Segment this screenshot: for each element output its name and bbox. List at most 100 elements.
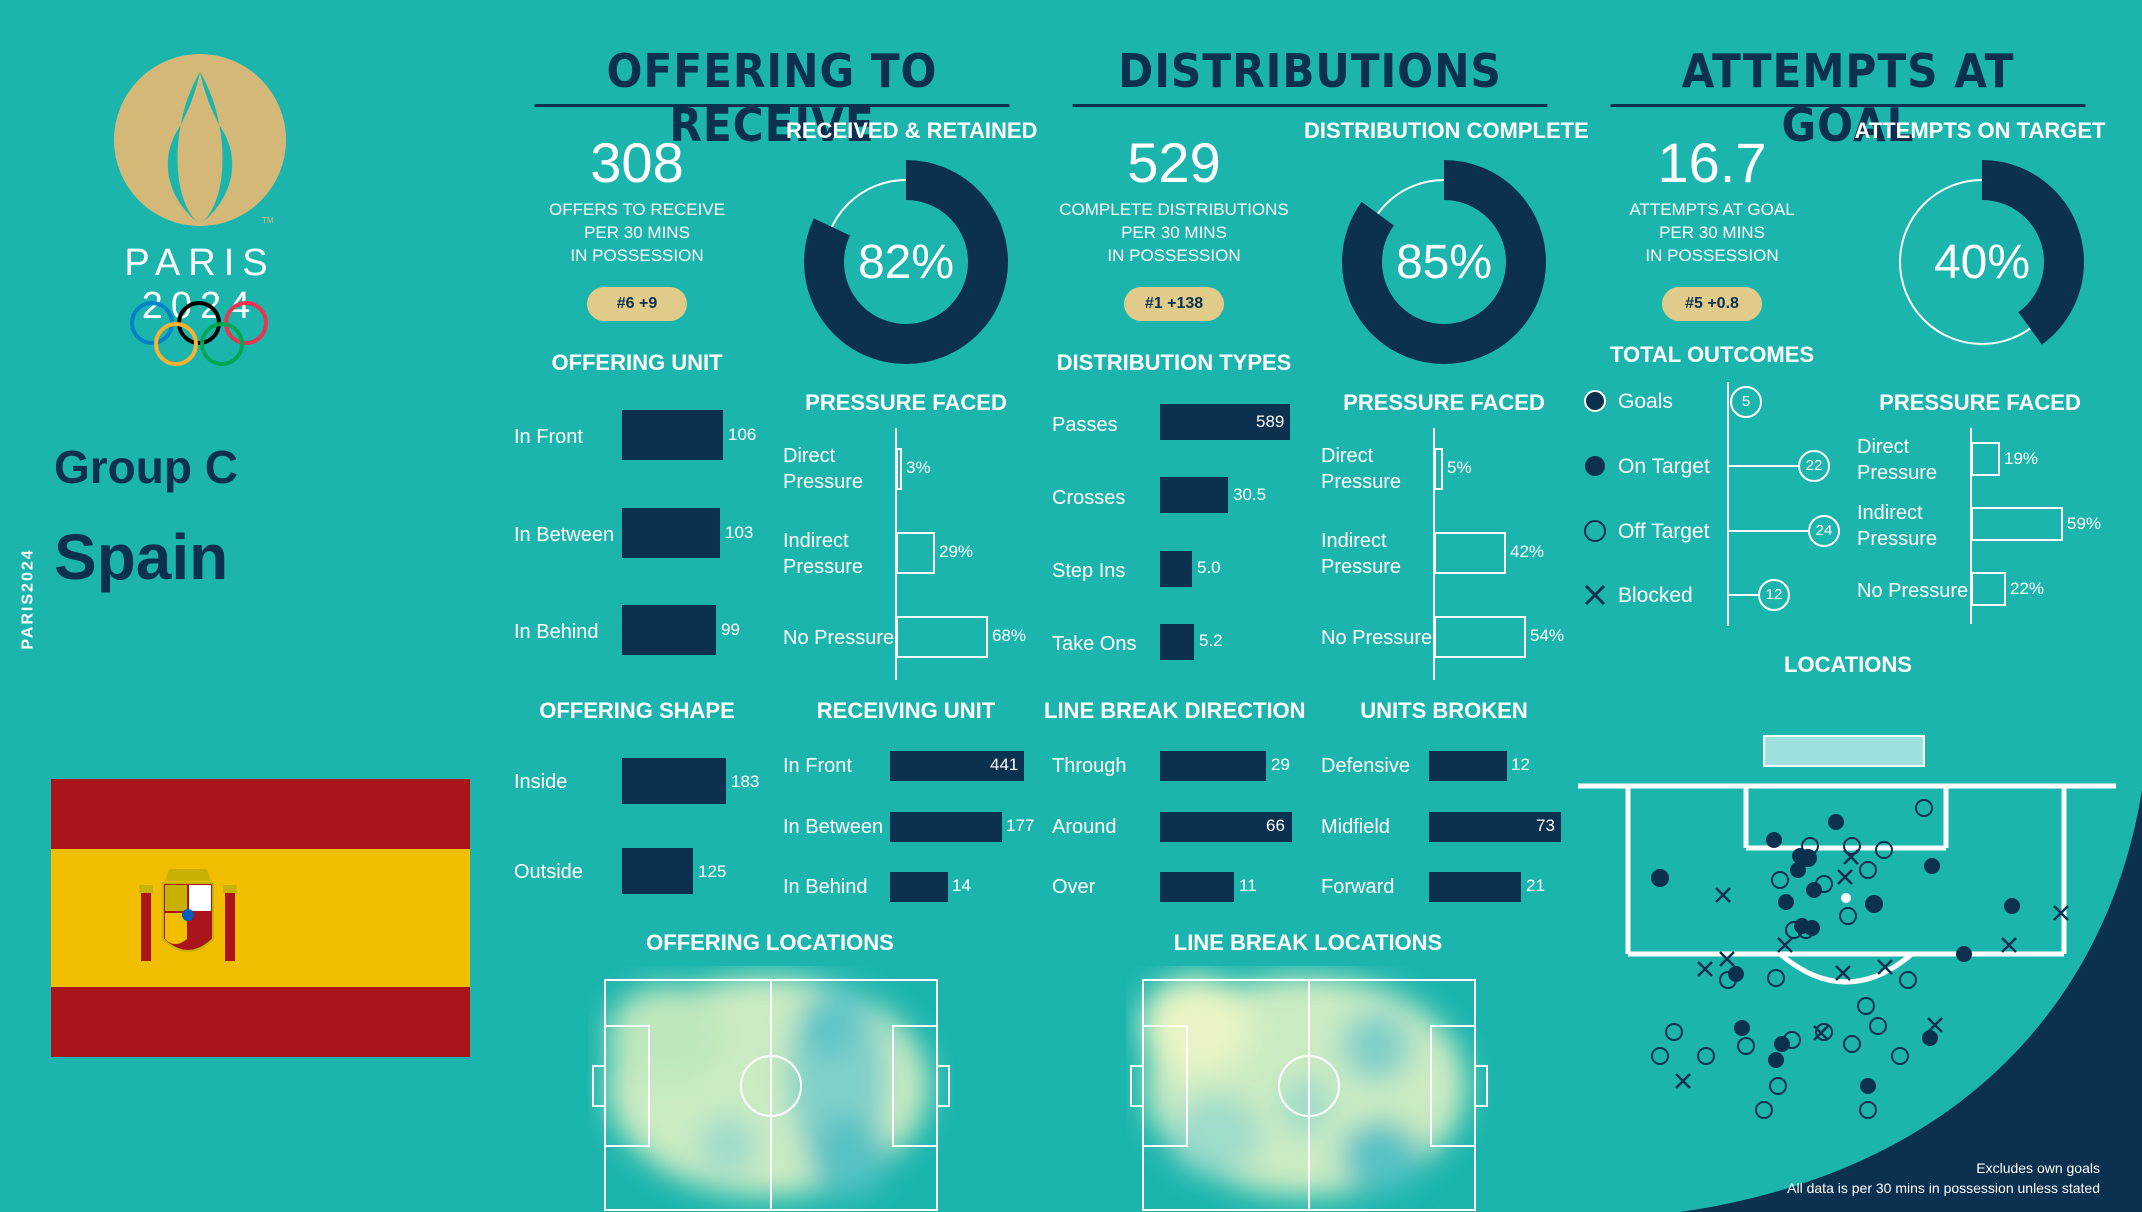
offering-title: OFFERING TO RECEIVE [534,44,1010,152]
attempts-stat-caption: ATTEMPTS AT GOAL PER 30 MINS IN POSSESSION [1629,200,1795,265]
units-broken-value: 73 [1536,816,1555,835]
offering-donut [804,160,1008,364]
receiving-unit-bar [890,812,1002,842]
offering-stat-value: 308 [590,131,684,194]
attempt-locations-title: LOCATIONS [1784,652,1912,677]
footnote-line: All data is per 30 mins in possession un… [1787,1180,2100,1196]
offering-donut-title: RECEIVED & RETAINED [786,118,1038,143]
offering-pressure-value: 3% [906,458,931,477]
offering-shape-value: 125 [698,862,727,881]
dist-type-value: 5.2 [1199,631,1223,650]
offering-pressure-bar [896,616,988,658]
units-broken-label: Forward [1321,876,1395,898]
footnote-line: Excludes own goals [1976,1160,2100,1176]
offering-shape-label: Outside [514,861,583,883]
goal-marker-icon [1584,390,1606,412]
dist-type-bar [1160,477,1228,513]
receiving-unit-value: 177 [1006,816,1035,835]
dist-type-label: Crosses [1052,487,1126,509]
total-outcomes-title: TOTAL OUTCOMES [1609,342,1815,367]
dist-type-value: 5.0 [1197,558,1221,577]
units-broken-title: UNITS BROKEN [1360,698,1528,723]
dist-type-bar [1160,404,1290,440]
olympic-rings-icon [130,301,268,366]
outcome-bubble: 5 [1730,386,1762,418]
offering-donut-arc [804,160,1008,364]
offering-pressure-bar [896,532,935,574]
dist-donut-arc [1342,160,1546,364]
dist-stat-caption: COMPLETE DISTRIBUTIONS PER 30 MINS IN POSS… [1059,200,1289,265]
vertical-brand: PARIS2024 [19,548,37,650]
receiving-unit-label: In Behind [783,876,868,898]
units-broken-label: Defensive [1321,755,1410,777]
attempts-pressure-bar [1971,442,2000,476]
direction-label: Around [1052,816,1117,838]
offering-donut-label: 82% [857,236,955,289]
direction-bar [1160,751,1266,781]
dist-pressure-bar [1434,616,1526,658]
attempts-donut-title: ATTEMPTS ON TARGET [1854,118,2106,143]
direction-label: Over [1052,876,1096,898]
dist-type-label: Step Ins [1052,560,1126,582]
attempts-donut-arc [1880,160,2084,364]
offering-unit-bar [622,410,723,460]
offering-unit-bar [622,605,716,655]
outcome-label: Off Target [1618,520,1710,543]
outcome-label: Goals [1618,390,1673,413]
attempts-pressure-value: 19% [2004,449,2039,468]
coat-of-arms-icon [139,869,237,961]
dist-pressure-label: Indirect Pressure [1321,530,1402,578]
offering-unit-value: 106 [728,425,757,444]
blocked-marker-icon [1584,584,1606,606]
dist-type-label: Passes [1052,414,1118,436]
outcomes-axis [1727,382,1729,626]
offering-pressure-value: 68% [992,626,1027,645]
line-break-locations-heatmap [1130,976,1488,1211]
dist-type-value: 30.5 [1233,485,1267,504]
outcome-connector [1728,594,1758,596]
dist-type-bar [1160,551,1192,587]
dist-donut-title: DISTRIBUTION COMPLETE [1304,118,1589,143]
shot-map [1578,735,2116,1119]
offering-unit-title: OFFERING UNIT [551,350,723,375]
receiving-unit-value: 14 [952,876,971,895]
attempts-pressure-value: 22% [2010,579,2045,598]
offering-pressure-bar [896,448,902,490]
offering-shape-bar [622,848,693,894]
attempts-title: ATTEMPTS AT GOAL [1610,44,2086,152]
offering-shape-title: OFFERING SHAPE [539,698,735,723]
direction-bar [1160,872,1234,902]
distributions-title: DISTRIBUTIONS [1072,44,1548,107]
dist-donut-label: 85% [1395,236,1493,289]
offering-pressure-value: 29% [939,542,974,561]
offering-rank-badge: #6 +9 [587,287,687,321]
outcome-connector [1728,530,1808,532]
dist-donut [1342,160,1546,364]
team-name: Spain [54,521,229,593]
dist-stat-value: 529 [1127,131,1221,194]
emblem-tm: TM [262,216,274,225]
outcome-connector [1728,465,1798,467]
attempts-pressure-label: Direct Pressure [1857,436,1938,484]
line-break-direction-title: LINE BREAK DIRECTION [1044,698,1306,723]
spain-flag [51,779,470,1057]
offering-pressure-title: PRESSURE FACED [805,390,1007,415]
offering-unit-value: 103 [725,523,754,542]
corner-swoosh [1680,790,2142,1212]
footnote: Excludes own goals All data is per 30 mi… [1787,1158,2100,1198]
offering-shape-value: 183 [731,772,760,791]
offering-shape-label: Inside [514,771,568,793]
line-break-locations-title: LINE BREAK LOCATIONS [1173,930,1443,955]
dist-pressure-bar [1434,448,1443,490]
receiving-unit-bar [890,872,948,902]
direction-value: 66 [1266,816,1285,835]
attempts-rank-badge: #5 +0.8 [1662,287,1762,321]
offering-unit-label: In Between [514,524,615,546]
units-broken-value: 12 [1511,755,1530,774]
dist-pressure-label: Direct Pressure [1321,445,1402,493]
units-broken-bar [1429,872,1521,902]
dist-pressure-title: PRESSURE FACED [1343,390,1545,415]
offering-pressure-label: No Pressure [783,627,895,649]
dist-pressure-value: 54% [1530,626,1565,645]
receiving-unit-label: In Between [783,816,884,838]
